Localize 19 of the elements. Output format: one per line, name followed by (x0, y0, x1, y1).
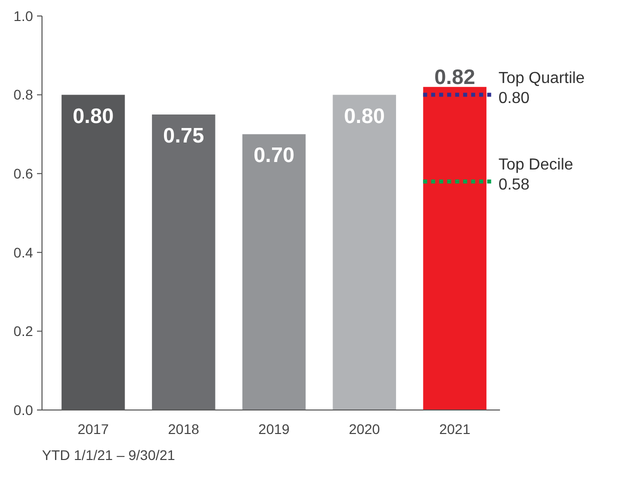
y-tick-label: 0.2 (14, 323, 34, 340)
data-label: 0.75 (163, 124, 204, 148)
ref-line-label: Top Quartile 0.80 (498, 70, 585, 107)
y-tick-label: 0.6 (14, 166, 34, 182)
y-tick-label: 0.8 (14, 86, 34, 103)
x-tick-label: 2019 (258, 421, 290, 437)
data-label: 0.82 (434, 66, 476, 89)
x-tick-label: 2021 (439, 421, 471, 437)
x-tick-label: 2020 (348, 421, 380, 437)
ref-line-label: Top Decile 0.58 (498, 156, 574, 194)
y-tick-label: 0.0 (14, 402, 34, 418)
x-tick-label: 2018 (168, 421, 200, 437)
data-label: 0.80 (72, 104, 114, 128)
y-tick-label: 1.0 (14, 8, 34, 24)
y-tick-label: 0.4 (14, 244, 34, 260)
data-label: 0.80 (344, 104, 385, 128)
data-label: 0.70 (254, 144, 294, 168)
x-tick-label: 2017 (78, 421, 109, 437)
text: YTD 1/1/21 – 9/30/21 (42, 447, 176, 463)
